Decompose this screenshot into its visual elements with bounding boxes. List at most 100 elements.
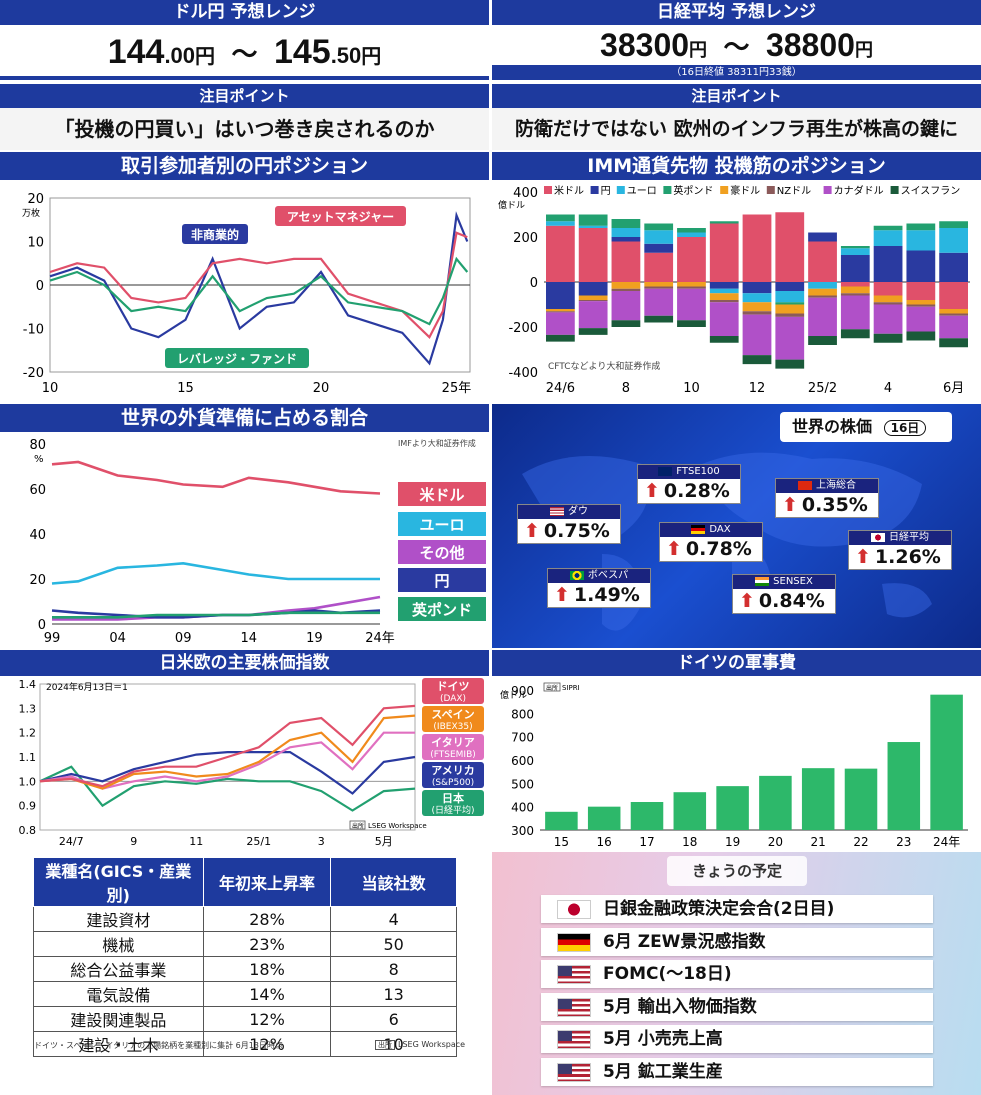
chart2-bar-segment	[939, 313, 968, 316]
chart4-series-line	[39, 751, 416, 795]
chart3-title-bar: 世界の外貨準備に占める割合	[0, 404, 489, 432]
chart4-xtick: 25/1	[246, 835, 271, 848]
chart1-ytick: 10	[27, 236, 44, 251]
stock-change: ⬆ 1.49%	[548, 583, 650, 607]
chart2-bar-segment	[906, 282, 936, 300]
chart5-ytick: 600	[511, 754, 534, 768]
chart2-bar-segment	[578, 295, 608, 300]
chart4-source-tag-box	[349, 820, 366, 830]
chart2-bar-segment	[775, 291, 805, 303]
chart4-label-box	[422, 762, 484, 788]
chart2-bar-segment	[939, 282, 968, 309]
chart5-xtick: 17	[639, 835, 654, 849]
stock-card: DAX ⬆ 0.78%	[659, 522, 763, 562]
chart5-xtick: 21	[811, 835, 826, 849]
chart2-bar-segment	[677, 320, 706, 327]
chart2-bar-segment	[808, 282, 837, 289]
chart2-bar-segment	[939, 338, 968, 348]
flag-canton	[558, 998, 572, 1009]
stock-name-text: FTSE100	[676, 466, 720, 477]
chart2-bar-segment	[840, 282, 870, 287]
chart1-unit: 万枚	[22, 207, 40, 219]
chart3-ytick: 40	[29, 528, 46, 543]
chart2-legend-swatch	[766, 186, 775, 194]
chart2-bar-segment	[906, 331, 936, 341]
schedule-item: 日銀金融政策決定会合(2日目)	[541, 895, 933, 923]
schedule-item-text: 日銀金融政策決定会合(2日目)	[603, 899, 835, 919]
chart1-series-line	[49, 256, 469, 326]
chart4-label-box	[422, 678, 484, 704]
chart2-xtick: 25/2	[808, 381, 837, 396]
table-cell: 4	[330, 906, 457, 932]
chart4-xtick: 3	[318, 835, 325, 848]
chart4-source: LSEG Workspace	[368, 822, 427, 830]
chart4-label-index: (DAX)	[440, 694, 466, 704]
chart2-ytick: -200	[508, 321, 538, 336]
table-cell: 12%	[202, 1031, 332, 1057]
chart2-unit: 億ドル	[498, 199, 525, 211]
chart4-title: 日米欧の主要株価指数	[159, 653, 330, 673]
nikkei-note-bar: （16日終値 38311円33銭）	[492, 65, 981, 80]
table-cell: 建設関連製品	[33, 1006, 204, 1032]
chart2-legend-swatch	[720, 186, 729, 194]
table-cell: 8	[330, 956, 457, 982]
focus-right-header-text: 注目ポイント	[691, 87, 782, 105]
chart4-label-box	[422, 734, 484, 760]
chart5-ytick: 800	[511, 707, 534, 721]
table-header: 業種名(GICS・産業別)	[33, 857, 204, 907]
chart2-bar-segment	[644, 243, 674, 253]
up-arrow-icon: ⬆	[666, 538, 682, 560]
chart2-bar-segment	[939, 315, 968, 339]
up-arrow-icon: ⬆	[855, 546, 871, 568]
schedule-title: きょうの予定	[691, 862, 782, 880]
chart4-title-bar: 日米欧の主要株価指数	[0, 650, 489, 676]
schedule-item-text: 5月 小売売上高	[603, 1029, 723, 1049]
chart2-legend-label: 円	[601, 186, 611, 197]
chart1-ytick: -10	[23, 323, 44, 338]
flag-icon	[658, 466, 673, 476]
chart2-legend-swatch	[663, 186, 672, 194]
chart2-bar-segment	[873, 333, 903, 343]
chart2-bar-segment	[840, 248, 870, 255]
chart4-xtick: 9	[130, 835, 137, 848]
chart3-label-box	[398, 597, 486, 621]
chart2-bar-segment	[677, 237, 706, 282]
chart5-ytick: 500	[511, 777, 534, 791]
stock-card: FTSE100 ⬆ 0.28%	[637, 464, 741, 504]
chart2-bar-segment	[611, 219, 641, 228]
chart2-bar-segment	[840, 329, 870, 339]
stock-change: ⬆ 0.35%	[776, 493, 878, 517]
chart1-ytick: 20	[27, 192, 44, 207]
usdjpy-title: ドル円 予想レンジ	[173, 2, 316, 22]
nikkei-unit-1: 円	[689, 40, 708, 60]
chart2-bar-segment	[873, 225, 903, 231]
industry-note: ドイツ・スペイン・イタリアの上場銘柄を業種別に集計 6月13日時点	[34, 1040, 283, 1051]
chart5-xtick: 20	[768, 835, 783, 849]
chart2-bar-segment	[808, 232, 837, 242]
up-arrow-icon: ⬆	[782, 494, 798, 516]
chart2-bar-segment	[611, 320, 641, 327]
chart2-bar-segment	[906, 304, 936, 307]
schedule-item: 5月 小売売上高	[541, 1025, 933, 1053]
chart1-series-line	[49, 231, 468, 340]
up-arrow-icon: ⬆	[644, 480, 660, 502]
chart2-bar-segment	[578, 300, 608, 302]
stock-change-value: 0.35%	[801, 494, 868, 516]
flag-icon	[557, 965, 591, 984]
chart4-note: 2024年6月13日＝1	[46, 681, 128, 693]
chart3-series-label: その他	[419, 544, 464, 562]
table-cell: 23%	[202, 931, 332, 957]
stock-name-text: ボベスパ	[587, 570, 629, 581]
chart2-bar-segment	[906, 300, 936, 305]
chart5-bar	[587, 806, 621, 830]
chart2-ytick: 0	[530, 276, 538, 291]
table-row: 電気設備 14% 13	[33, 981, 457, 1007]
chart2-bar-segment	[742, 355, 772, 365]
flag-icon	[557, 932, 591, 952]
chart2-bar-segment	[808, 295, 837, 298]
chart4-label-index: (FTSEMIB)	[430, 750, 476, 760]
table-cell: 6	[330, 1006, 457, 1032]
chart4-label-name: ドイツ	[437, 680, 470, 693]
chart2-legend-label: ユーロ	[627, 186, 657, 197]
stock-change: ⬆ 1.26%	[849, 545, 951, 569]
